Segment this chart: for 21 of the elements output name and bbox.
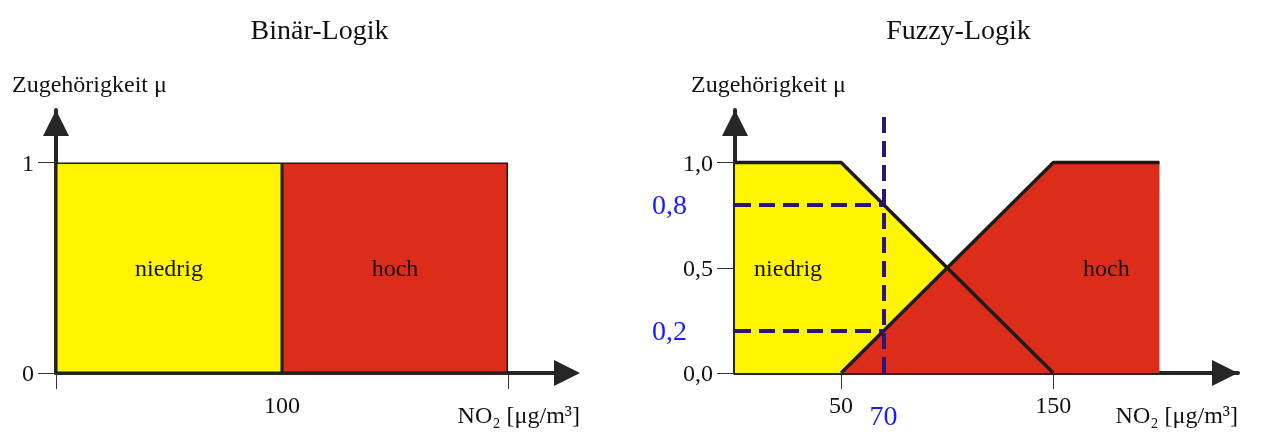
y-tick-label: 0,5 <box>683 254 713 281</box>
ref-line-label: 0,2 <box>652 315 687 347</box>
text: 100 <box>264 392 300 418</box>
chart-title: Fuzzy-Logik <box>886 13 1031 45</box>
y-tick-label: 0,0 <box>683 360 713 386</box>
y-tick-label: 0 <box>22 360 34 386</box>
series-label: hoch <box>1083 254 1130 281</box>
series-label: niedrig <box>754 254 823 281</box>
series-label: hoch <box>371 254 419 281</box>
x-tick-label: 150 <box>1035 392 1072 418</box>
series-label: niedrig <box>135 254 203 281</box>
ref-line-label: 0,8 <box>652 189 687 221</box>
y-axis-title: Zugehörigkeit μ <box>12 71 167 97</box>
chart-title: Binär-Logik <box>250 13 389 45</box>
x-axis-title: NO₂ [μg/m³] <box>1115 402 1238 428</box>
y-tick-label: 1,0 <box>683 149 713 176</box>
y-tick-label: 1 <box>22 149 34 176</box>
y-axis-title: Zugehörigkeit μ <box>691 71 846 97</box>
ref-line-label: 70 <box>869 399 898 431</box>
x-tick-label: 50 <box>829 392 854 418</box>
x-axis-title: NO₂ [μg/m³] <box>457 402 580 428</box>
